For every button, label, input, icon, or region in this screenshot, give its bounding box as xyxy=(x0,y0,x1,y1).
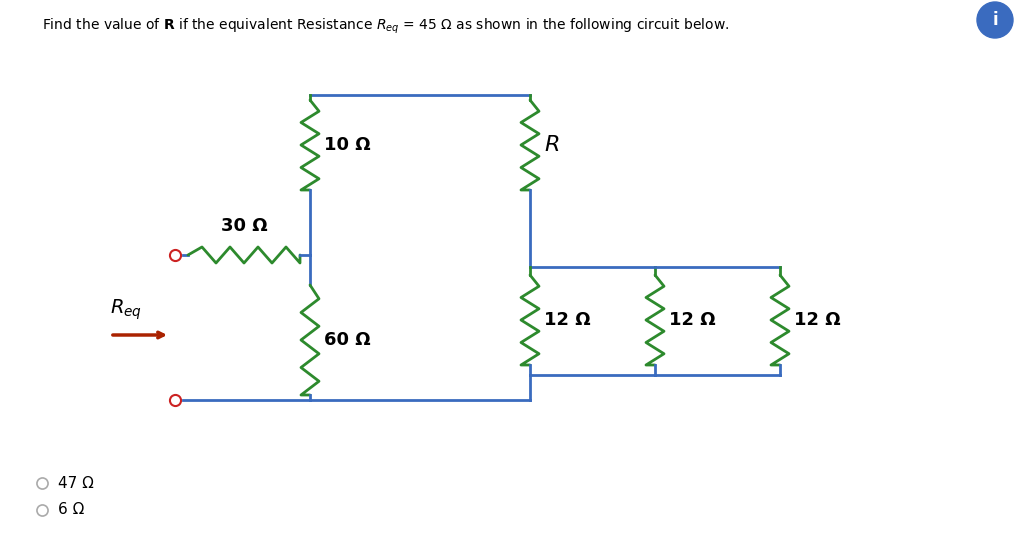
Text: 12 Ω: 12 Ω xyxy=(794,311,841,329)
Text: 30 Ω: 30 Ω xyxy=(221,217,267,235)
Text: i: i xyxy=(992,11,997,29)
Text: 10 Ω: 10 Ω xyxy=(324,136,371,154)
Text: 6 Ω: 6 Ω xyxy=(58,502,84,518)
Circle shape xyxy=(977,2,1013,38)
Text: Find the value of $\bf{R}$ if the equivalent Resistance $R_{eq}$ = 45 Ω as shown: Find the value of $\bf{R}$ if the equiva… xyxy=(42,17,729,36)
Text: 12 Ω: 12 Ω xyxy=(544,311,591,329)
Text: $R_{eq}$: $R_{eq}$ xyxy=(110,298,142,322)
Text: 12 Ω: 12 Ω xyxy=(669,311,716,329)
Text: R: R xyxy=(544,135,559,155)
Text: 47 Ω: 47 Ω xyxy=(58,476,94,491)
Text: 60 Ω: 60 Ω xyxy=(324,331,371,349)
